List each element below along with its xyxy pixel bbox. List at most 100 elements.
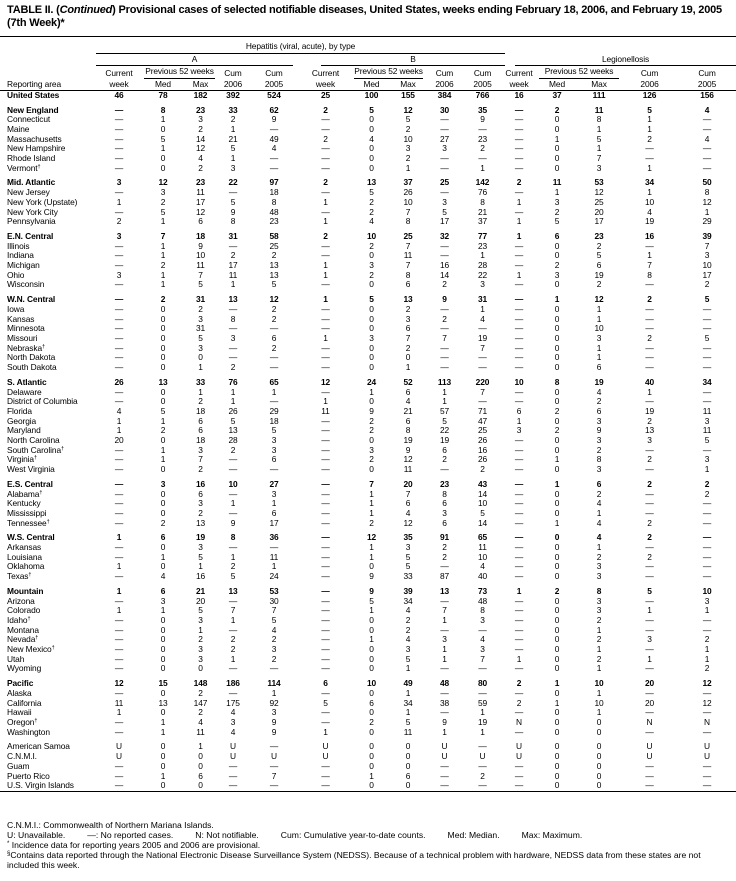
value-cell: 5: [647, 585, 652, 596]
value-cell: 73: [477, 585, 488, 596]
value-cell: 0: [160, 614, 166, 625]
value-cell: 2: [323, 230, 328, 241]
value-cell: 1: [647, 162, 652, 173]
table-row: Texas† — 4 16 5 24 — 9 33 87 40 — 0 3 — —: [0, 571, 736, 582]
value-cell: 7: [480, 342, 485, 353]
value-cell: 19: [594, 376, 604, 387]
value-cell: 5: [198, 605, 203, 616]
value-cell: —: [645, 624, 654, 635]
footnote-star-mark: *: [7, 841, 10, 847]
value-cell: 7: [442, 332, 447, 343]
table-row: Oklahoma 1 0 1 2 1 — 0 5 — 4 — 0 3 — —: [0, 562, 736, 572]
value-cell: 2: [596, 488, 602, 499]
value-cell: —: [514, 498, 524, 509]
value-cell: 5: [271, 279, 277, 290]
value-cell: 14: [477, 488, 488, 499]
reporting-area-name: E.S. Central: [7, 478, 53, 489]
value-cell: —: [514, 187, 524, 198]
reporting-area-name: South Dakota: [7, 362, 57, 373]
table-row: Vermont† — 0 2 3 — — 0 1 — 1 — 0 3 1 —: [0, 162, 736, 174]
value-cell: 6: [442, 498, 447, 509]
value-cell: 37: [403, 177, 413, 188]
table-row: Kentucky — 0 3 1 1 — 1 6 6 10 — 0 4 — —: [0, 498, 736, 509]
value-cell: 6: [198, 425, 203, 436]
value-cell: —: [645, 303, 654, 314]
value-cell: 7: [230, 605, 236, 616]
table-row: Puerto Rico — 1 6 — 7 — 1 6 — 2 — 0 0 — —: [0, 770, 736, 782]
value-cell: —: [114, 279, 124, 290]
value-cell: 9: [405, 444, 411, 455]
value-cell: 18: [269, 415, 279, 426]
value-cell: 1: [647, 250, 652, 261]
value-cell: —: [702, 726, 712, 737]
value-cell: 1: [230, 396, 236, 407]
value-cell: —: [269, 362, 279, 373]
reporting-area-cell: South Carolina†: [0, 445, 96, 456]
value-cell: 0: [369, 123, 374, 134]
value-cell: 6: [405, 415, 411, 426]
value-cell: 1: [160, 415, 166, 426]
value-cell: 2: [554, 405, 560, 416]
table-row: Pacific 12 15 148 186 114 6 10 49 48 80 2 1 10 20 12: [0, 678, 736, 689]
value-cell: —: [514, 707, 524, 718]
value-cell: 27: [269, 478, 279, 489]
value-cell: 1: [369, 770, 374, 781]
value-cell: 8: [596, 454, 602, 465]
value-cell: 2: [271, 653, 277, 664]
value-cell: —: [114, 595, 124, 606]
value-cell: 5: [198, 332, 203, 343]
value-cell: —: [440, 561, 449, 572]
value-cell: 0: [369, 396, 374, 407]
value-cell: 18: [195, 435, 206, 446]
value-cell: 40: [644, 376, 655, 387]
value-cell: 3: [405, 644, 411, 655]
value-cell: 37: [552, 89, 562, 100]
value-cell: 1: [442, 614, 447, 625]
value-cell: —: [114, 614, 124, 625]
value-cell: 5: [160, 206, 166, 217]
value-cell: 40: [477, 571, 488, 582]
value-cell: 100: [364, 89, 379, 100]
value-cell: 31: [228, 230, 238, 241]
value-cell: 0: [160, 435, 166, 446]
value-cell: 1: [369, 605, 374, 616]
value-cell: 0: [369, 707, 374, 718]
value-cell: U: [516, 751, 522, 762]
value-cell: 52: [403, 376, 413, 387]
value-cell: 2: [369, 415, 374, 426]
value-cell: 8: [647, 269, 652, 280]
value-cell: 2: [480, 143, 485, 154]
value-cell: 0: [160, 123, 166, 134]
value-cell: 2: [160, 425, 166, 436]
value-cell: 9: [442, 294, 447, 305]
value-cell: 3: [405, 542, 411, 553]
value-cell: 34: [403, 595, 413, 606]
value-cell: 3: [647, 435, 652, 446]
value-cell: 1: [704, 605, 710, 616]
value-cell: —: [114, 104, 124, 115]
value-cell: 11: [196, 260, 205, 271]
value-cell: 21: [228, 133, 238, 144]
value-cell: —: [702, 162, 712, 173]
value-cell: —: [114, 332, 124, 343]
value-cell: —: [114, 153, 124, 164]
value-cell: 21: [195, 585, 206, 596]
value-cell: 10: [403, 196, 413, 207]
value-cell: 2: [554, 206, 560, 217]
value-cell: 2: [704, 634, 710, 645]
value-cell: —: [321, 561, 330, 572]
value-cell: —: [514, 352, 524, 363]
reporting-area-cell: Alaska: [0, 688, 96, 699]
value-cell: 3: [554, 196, 560, 207]
value-cell: 34: [644, 177, 655, 188]
reporting-area-name: Pacific: [7, 678, 34, 689]
value-cell: 12: [702, 678, 712, 689]
reporting-area-name: California: [7, 697, 42, 708]
value-cell: 0: [554, 415, 560, 426]
value-cell: —: [702, 444, 712, 455]
value-cell: —: [514, 532, 524, 543]
value-cell: 26: [477, 435, 488, 446]
value-cell: 5: [369, 187, 374, 198]
value-cell: 5: [405, 551, 411, 562]
value-cell: 10: [403, 133, 413, 144]
